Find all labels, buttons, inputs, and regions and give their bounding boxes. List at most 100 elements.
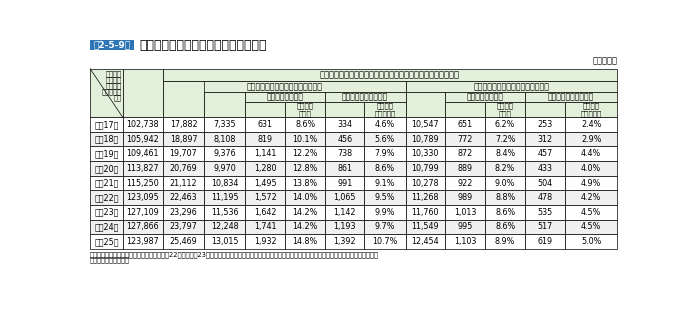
Bar bbox=[286, 161, 325, 176]
Text: １ヵ月後
生存率: １ヵ月後 生存率 bbox=[497, 102, 513, 117]
Bar bbox=[245, 205, 286, 220]
Text: 631: 631 bbox=[258, 120, 273, 129]
Text: 123,987: 123,987 bbox=[126, 237, 159, 246]
Text: 651: 651 bbox=[457, 120, 473, 129]
Text: 1,103: 1,103 bbox=[454, 237, 476, 246]
Text: 5.0%: 5.0% bbox=[581, 237, 602, 246]
Bar bbox=[123, 69, 163, 117]
Bar bbox=[364, 161, 406, 176]
Bar bbox=[163, 132, 204, 147]
Bar bbox=[565, 117, 617, 132]
Bar bbox=[445, 147, 485, 161]
Bar bbox=[163, 234, 204, 249]
Text: 11,268: 11,268 bbox=[411, 193, 439, 202]
Bar bbox=[286, 102, 325, 117]
Text: 計している。: 計している。 bbox=[90, 257, 130, 263]
Text: 17,882: 17,882 bbox=[170, 120, 197, 129]
Text: 7,335: 7,335 bbox=[213, 120, 236, 129]
FancyBboxPatch shape bbox=[90, 40, 135, 50]
Bar bbox=[90, 69, 123, 117]
Bar bbox=[163, 117, 204, 132]
Text: 25,469: 25,469 bbox=[170, 237, 197, 246]
Bar bbox=[286, 220, 325, 234]
Bar bbox=[565, 147, 617, 161]
Text: 5.6%: 5.6% bbox=[375, 135, 395, 144]
Text: 10,799: 10,799 bbox=[411, 164, 440, 173]
Bar bbox=[204, 205, 245, 220]
Text: 772: 772 bbox=[457, 135, 473, 144]
Text: 23,296: 23,296 bbox=[170, 208, 197, 217]
Text: 2.4%: 2.4% bbox=[581, 120, 602, 129]
Text: 105,942: 105,942 bbox=[126, 135, 159, 144]
Text: 738: 738 bbox=[337, 149, 353, 158]
Text: １ヵ月後
生存率: １ヵ月後 生存率 bbox=[297, 102, 314, 117]
Bar bbox=[245, 176, 286, 190]
Text: 123,095: 123,095 bbox=[126, 193, 159, 202]
Text: １ヵ月後生存者数: １ヵ月後生存者数 bbox=[266, 92, 304, 101]
Bar bbox=[364, 205, 406, 220]
Bar bbox=[325, 205, 364, 220]
Bar bbox=[364, 176, 406, 190]
Bar bbox=[204, 220, 245, 234]
Bar bbox=[325, 220, 364, 234]
Bar bbox=[325, 190, 364, 205]
Bar bbox=[90, 161, 123, 176]
Text: 一般市民による応急手当の実施の有無: 一般市民による応急手当の実施の有無 bbox=[139, 39, 266, 52]
Text: 7.9%: 7.9% bbox=[375, 149, 395, 158]
Text: 127,866: 127,866 bbox=[126, 222, 159, 231]
Bar bbox=[565, 161, 617, 176]
Bar bbox=[325, 102, 364, 117]
Text: 9.1%: 9.1% bbox=[375, 179, 395, 188]
Text: 1,065: 1,065 bbox=[333, 193, 356, 202]
Text: 平成25年: 平成25年 bbox=[94, 237, 119, 246]
Bar bbox=[364, 190, 406, 205]
Text: 1,280: 1,280 bbox=[254, 164, 277, 173]
Bar bbox=[406, 190, 445, 205]
Bar bbox=[485, 220, 525, 234]
Bar bbox=[90, 147, 123, 161]
Text: 433: 433 bbox=[538, 164, 553, 173]
Text: 619: 619 bbox=[538, 237, 553, 246]
Bar bbox=[485, 190, 525, 205]
Bar bbox=[123, 205, 163, 220]
Bar bbox=[325, 161, 364, 176]
Text: うち、一般市民による応急処置あり: うち、一般市民による応急処置あり bbox=[246, 82, 322, 91]
Bar bbox=[204, 147, 245, 161]
Bar bbox=[163, 161, 204, 176]
Text: 1,642: 1,642 bbox=[254, 208, 277, 217]
Bar bbox=[286, 234, 325, 249]
Bar bbox=[525, 161, 565, 176]
Bar bbox=[245, 161, 286, 176]
Bar bbox=[445, 176, 485, 190]
Text: 312: 312 bbox=[538, 135, 553, 144]
Bar bbox=[123, 147, 163, 161]
Text: 253: 253 bbox=[538, 120, 553, 129]
Bar bbox=[445, 234, 485, 249]
Bar bbox=[163, 147, 204, 161]
Bar bbox=[204, 176, 245, 190]
Bar bbox=[325, 147, 364, 161]
Text: 1,392: 1,392 bbox=[333, 237, 356, 246]
Text: 8,108: 8,108 bbox=[213, 135, 236, 144]
Text: 1,495: 1,495 bbox=[254, 179, 277, 188]
Text: 9,970: 9,970 bbox=[213, 164, 236, 173]
Bar bbox=[364, 234, 406, 249]
Bar bbox=[163, 69, 617, 81]
Text: 989: 989 bbox=[457, 193, 473, 202]
Text: 922: 922 bbox=[457, 179, 473, 188]
Text: 478: 478 bbox=[538, 193, 553, 202]
Text: 115,250: 115,250 bbox=[126, 179, 159, 188]
Text: 889: 889 bbox=[457, 164, 473, 173]
Bar bbox=[325, 132, 364, 147]
Bar bbox=[565, 132, 617, 147]
Text: 救急隊が: 救急隊が bbox=[106, 71, 122, 77]
Text: 13.8%: 13.8% bbox=[293, 179, 318, 188]
Bar bbox=[364, 147, 406, 161]
Text: 127,109: 127,109 bbox=[126, 208, 159, 217]
Text: 8.4%: 8.4% bbox=[495, 149, 515, 158]
Text: 10.7%: 10.7% bbox=[373, 237, 397, 246]
Text: 22,463: 22,463 bbox=[170, 193, 197, 202]
Bar bbox=[325, 176, 364, 190]
Text: 12,454: 12,454 bbox=[411, 237, 439, 246]
Bar bbox=[525, 147, 565, 161]
